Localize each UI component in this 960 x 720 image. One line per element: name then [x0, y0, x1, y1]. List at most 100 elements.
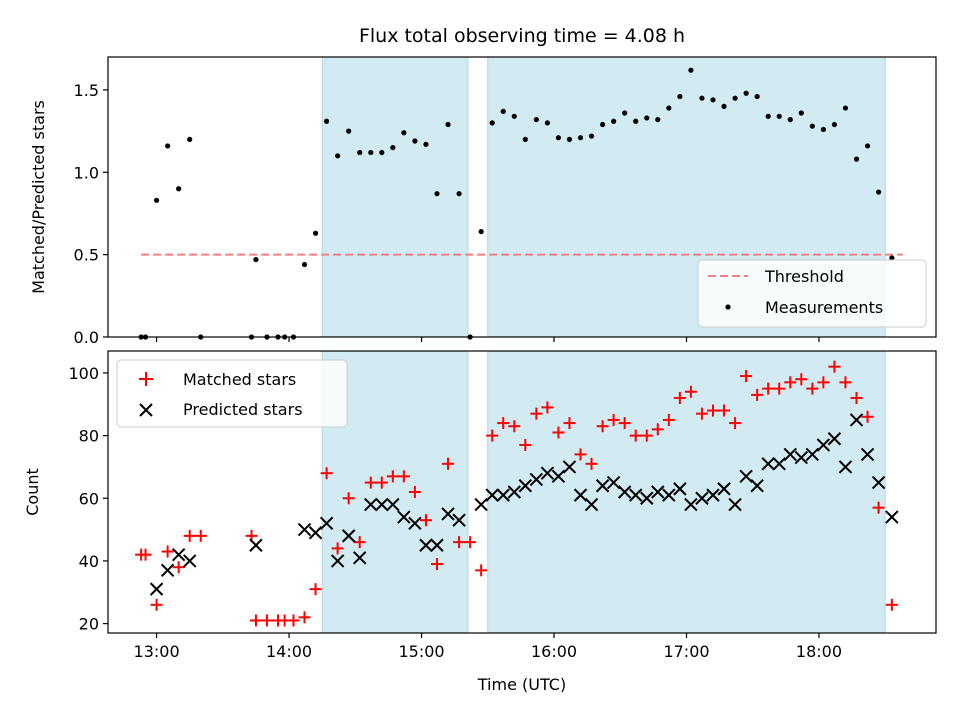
predicted-star-point — [308, 526, 323, 540]
matched-star-point — [183, 529, 196, 542]
matched-star-point — [442, 457, 455, 470]
measurement-point — [754, 93, 760, 100]
measurement-point — [776, 113, 782, 119]
top-y-tick-label: 1.0 — [74, 163, 99, 182]
matched-star-point — [850, 392, 863, 404]
predicted-star-point — [584, 497, 599, 512]
bottom-y-tick-label: 20 — [79, 615, 99, 634]
matched-star-point — [530, 407, 543, 420]
predicted-star-point — [617, 485, 632, 499]
predicted-star-point — [562, 460, 577, 474]
matched-star-point — [563, 417, 576, 430]
predicted-star-point — [662, 488, 676, 502]
predicted-star-point — [160, 563, 175, 578]
measurement-point — [187, 136, 193, 142]
matched-star-point — [740, 370, 753, 383]
measurement-point — [176, 186, 182, 192]
measurement-point — [312, 230, 319, 236]
legend-predicted-swatch — [139, 403, 153, 417]
x-tick-label: 16:00 — [531, 642, 577, 661]
matched-star-point — [839, 376, 852, 389]
predicted-star-point — [838, 460, 853, 474]
top-y-axis-label: Matched/Predicted stars — [29, 100, 48, 294]
predicted-star-point — [673, 482, 687, 496]
matched-star-point — [353, 536, 366, 549]
predicted-star-point — [606, 475, 621, 490]
measurement-point — [875, 189, 882, 195]
matched-star-point — [342, 492, 355, 505]
predicted-star-point — [452, 513, 466, 527]
matched-star-point — [419, 514, 432, 527]
matched-star-point — [684, 385, 697, 398]
matched-star-point — [629, 429, 642, 442]
matched-star-point — [872, 501, 885, 514]
predicted-star-point — [441, 507, 455, 521]
matched-star-point — [552, 426, 565, 439]
predicted-star-point — [739, 469, 753, 484]
predicted-star-point — [430, 538, 444, 552]
predicted-star-point — [684, 497, 698, 512]
predicted-star-point — [182, 554, 197, 568]
bottom-legend: Matched stars Predicted stars — [116, 359, 348, 428]
matched-star-point — [150, 598, 163, 611]
measurement-point — [820, 126, 826, 133]
predicted-star-point — [706, 488, 720, 502]
top-legend: Threshold Measurements — [697, 259, 927, 328]
measurement-point — [588, 133, 595, 139]
predicted-star-point — [507, 485, 521, 499]
shaded-interval — [487, 350, 886, 634]
predicted-star-point — [518, 479, 533, 493]
bottom-y-tick-label: 40 — [79, 552, 99, 571]
predicted-star-point — [750, 479, 764, 493]
matched-star-point — [784, 376, 797, 389]
predicted-star-point — [319, 516, 334, 531]
measurement-point — [732, 95, 738, 101]
matched-star-point — [309, 583, 322, 596]
matched-star-point — [795, 373, 808, 386]
bottom-y-tick-label: 80 — [79, 427, 99, 446]
predicted-star-point — [551, 469, 566, 484]
measurement-point — [787, 116, 793, 123]
matched-star-point — [397, 470, 410, 483]
legend-matched-swatch — [139, 372, 153, 386]
matched-star-point — [331, 542, 344, 555]
measurement-point — [522, 136, 528, 142]
measurement-point — [153, 197, 160, 203]
measurement-point — [710, 97, 716, 103]
measurement-point — [456, 191, 462, 197]
measurement-point — [323, 118, 330, 124]
x-tick-label: 17:00 — [663, 642, 709, 661]
matched-star-point — [375, 476, 388, 489]
predicted-star-point — [573, 488, 588, 502]
bottom-y-tick-label: 100 — [68, 364, 99, 383]
predicted-star-point — [330, 554, 345, 568]
x-tick-label: 13:00 — [134, 642, 180, 661]
predicted-star-point — [805, 447, 820, 462]
measurement-point — [253, 256, 259, 263]
matched-star-point — [475, 564, 488, 577]
predicted-star-point — [408, 516, 422, 531]
measurement-point — [655, 116, 661, 123]
matched-star-point — [662, 413, 675, 426]
measurement-point — [368, 149, 374, 156]
x-axis-label: Time (UTC) — [477, 675, 566, 694]
measurement-point — [889, 255, 895, 261]
predicted-star-point — [827, 432, 842, 446]
measurement-point — [511, 113, 517, 119]
measurement-point — [831, 121, 838, 128]
predicted-star-point — [149, 582, 164, 596]
bottom-axes-frame — [107, 350, 937, 634]
matched-star-point — [519, 439, 532, 451]
predicted-star-point — [485, 488, 499, 502]
measurement-point — [721, 103, 727, 110]
predicted-star-point — [816, 438, 831, 452]
predicted-star-point — [529, 472, 544, 487]
measurement-point — [533, 116, 539, 123]
legend-predicted-label: Predicted stars — [183, 400, 303, 419]
matched-star-point — [464, 536, 477, 549]
measurement-point — [379, 149, 385, 156]
measurement-point — [699, 95, 705, 101]
predicted-star-point — [860, 447, 875, 462]
matched-star-point — [729, 417, 742, 430]
predicted-star-point — [885, 510, 899, 524]
